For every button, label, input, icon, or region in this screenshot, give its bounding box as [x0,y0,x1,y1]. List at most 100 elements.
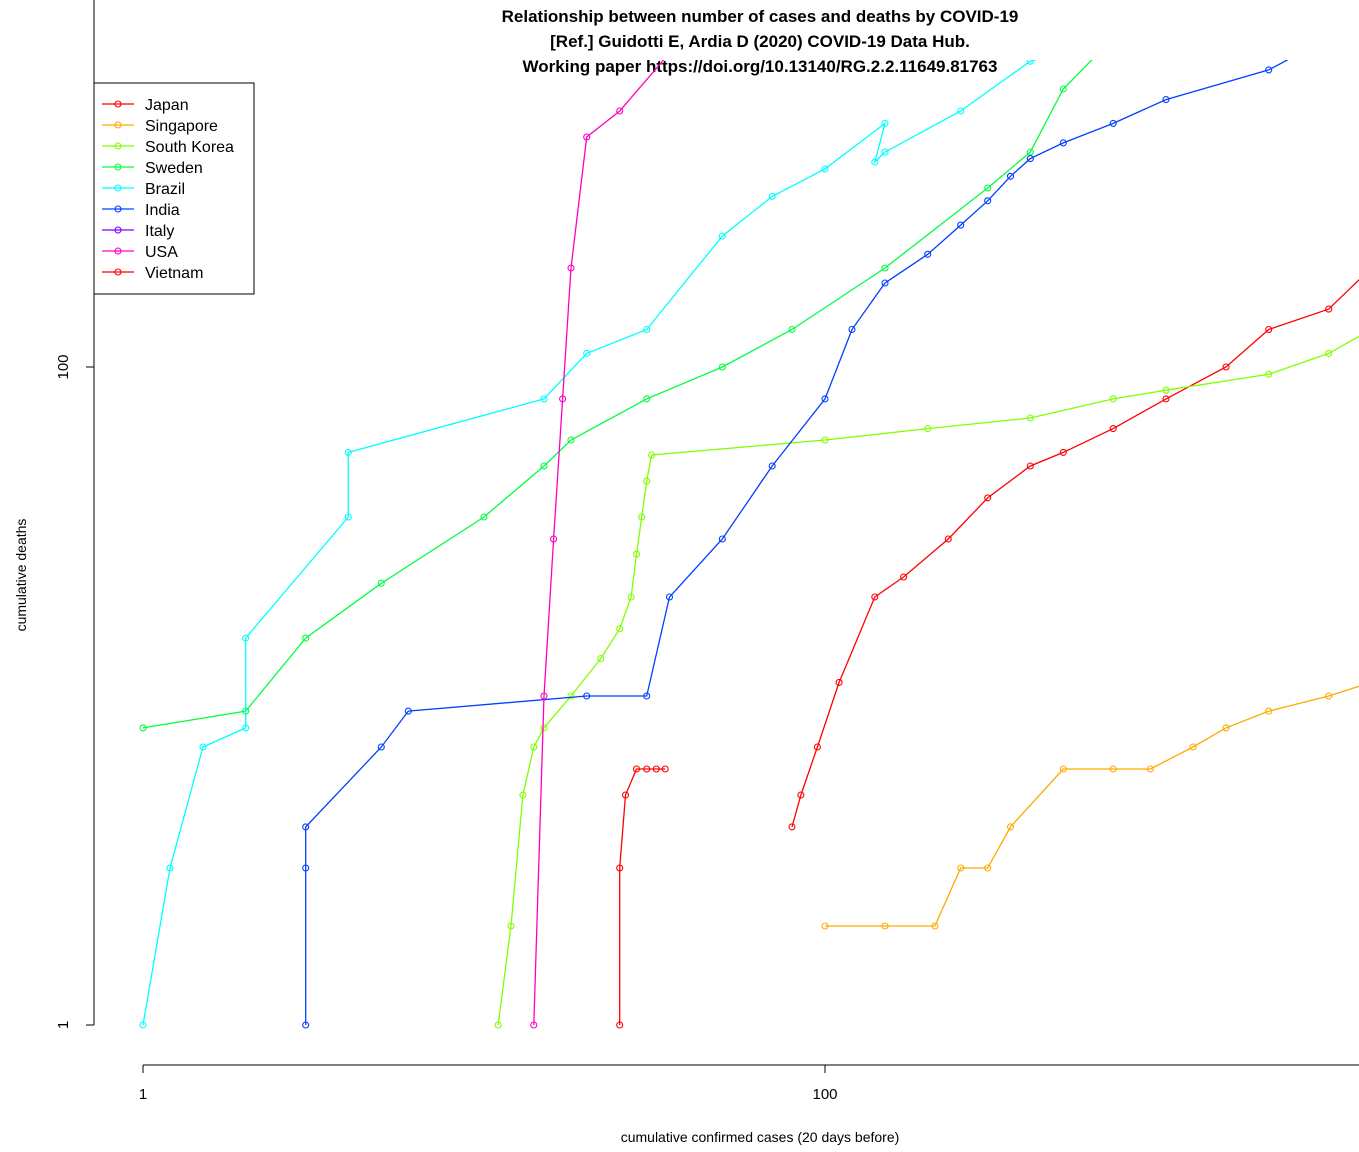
data-point-vietnam [652,765,660,773]
data-point-brazil [242,634,250,642]
data-point-usa [530,1021,538,1029]
data-point-usa [667,50,673,56]
series-line-singapore [825,685,1359,927]
y-tick-label: 100 [55,354,72,379]
data-point-brazil [139,1021,147,1029]
data-point-japan [835,678,843,686]
series-japan [788,278,1359,831]
data-point-india [821,395,829,403]
data-point-singapore [1265,707,1273,715]
data-point-south-korea [638,513,646,521]
data-point-sweden [881,264,889,272]
data-point-brazil [166,864,174,872]
data-point-south-korea [924,425,932,433]
data-point-brazil [242,724,250,732]
data-point-singapore [984,864,992,872]
legend-item-usa: USA [102,244,178,261]
data-point-vietnam [643,765,651,773]
data-point-japan [871,593,879,601]
data-point-vietnam [616,864,624,872]
data-point-usa [567,264,575,272]
legend-label: Sweden [145,160,203,177]
chart-title-line-3: Working paper https://doi.org/10.13140/R… [523,57,998,76]
data-point-india [1162,96,1170,104]
data-point-sweden [788,325,796,334]
data-point-japan [788,823,796,831]
data-point-usa [540,692,548,700]
data-point-south-korea [507,922,515,930]
data-point-sweden [1110,35,1116,41]
legend-item-south-korea: South Korea [102,139,234,156]
series-line-india [305,60,1289,1025]
data-point-singapore [1222,724,1230,732]
legend-item-india: India [102,202,180,219]
data-point-vietnam [616,1021,624,1029]
series-line-japan [791,278,1359,828]
data-point-south-korea [519,791,527,799]
data-point-india [848,325,856,334]
legend-item-sweden: Sweden [102,160,203,177]
data-point-sweden [984,184,992,192]
data-point-japan [1026,462,1034,470]
data-point-india [404,707,412,715]
legend-swatch-marker [114,100,122,108]
series-line-brazil [142,60,1037,1026]
y-axis-label: cumulative deaths [13,519,29,632]
data-point-sweden [540,462,548,470]
data-point-south-korea [1265,370,1273,378]
data-point-singapore [957,864,965,872]
data-point-india [1006,172,1015,180]
data-point-japan [1325,305,1333,313]
data-point-brazil [881,148,889,156]
data-point-brazil [199,743,207,751]
data-point-south-korea [648,451,656,459]
data-point-japan [900,573,908,581]
data-point-india [583,692,591,700]
data-point-south-korea [1109,395,1117,403]
data-point-sweden [643,395,651,403]
data-point-south-korea [1325,349,1333,357]
legend-label: India [145,202,180,219]
data-point-japan [1222,363,1230,371]
data-point-india [643,692,651,700]
data-point-india [302,864,310,872]
data-point-brazil [1026,60,1034,65]
data-point-south-korea [540,724,548,732]
data-point-singapore [931,922,939,930]
data-point-brazil [768,192,776,200]
data-point-usa [616,107,624,115]
data-point-brazil [344,448,352,456]
data-point-japan [1059,448,1067,456]
data-point-singapore [1189,743,1197,751]
data-point-japan [797,791,805,799]
legend-label: Japan [145,97,189,114]
data-point-singapore [1006,823,1015,831]
x-tick-label: 100 [812,1086,837,1103]
series-brazil [139,60,1037,1029]
data-point-india [1109,119,1117,127]
data-point-sweden [377,579,385,587]
data-point-japan [984,494,992,502]
data-point-singapore [1325,692,1333,700]
data-point-india [881,279,889,287]
data-point-usa [583,133,591,141]
data-point-india [1326,35,1332,41]
legend-label: Brazil [145,181,185,198]
series-india [302,35,1332,1029]
data-point-india [1026,155,1034,163]
data-point-brazil [583,349,591,357]
series-sweden [139,35,1116,732]
data-point-sweden [139,724,147,732]
data-point-sweden [480,513,488,521]
data-point-singapore [1059,765,1067,773]
legend-swatch-marker [114,205,122,213]
legend-swatch-marker [114,121,122,129]
data-point-south-korea [821,436,829,444]
legend-label: Vietnam [145,265,203,282]
data-point-india [377,743,385,751]
chart-title: Relationship between number of cases and… [502,7,1019,76]
x-axis-label: cumulative confirmed cases (20 days befo… [621,1129,900,1145]
data-point-vietnam [661,765,669,773]
data-point-sweden [1059,85,1067,93]
